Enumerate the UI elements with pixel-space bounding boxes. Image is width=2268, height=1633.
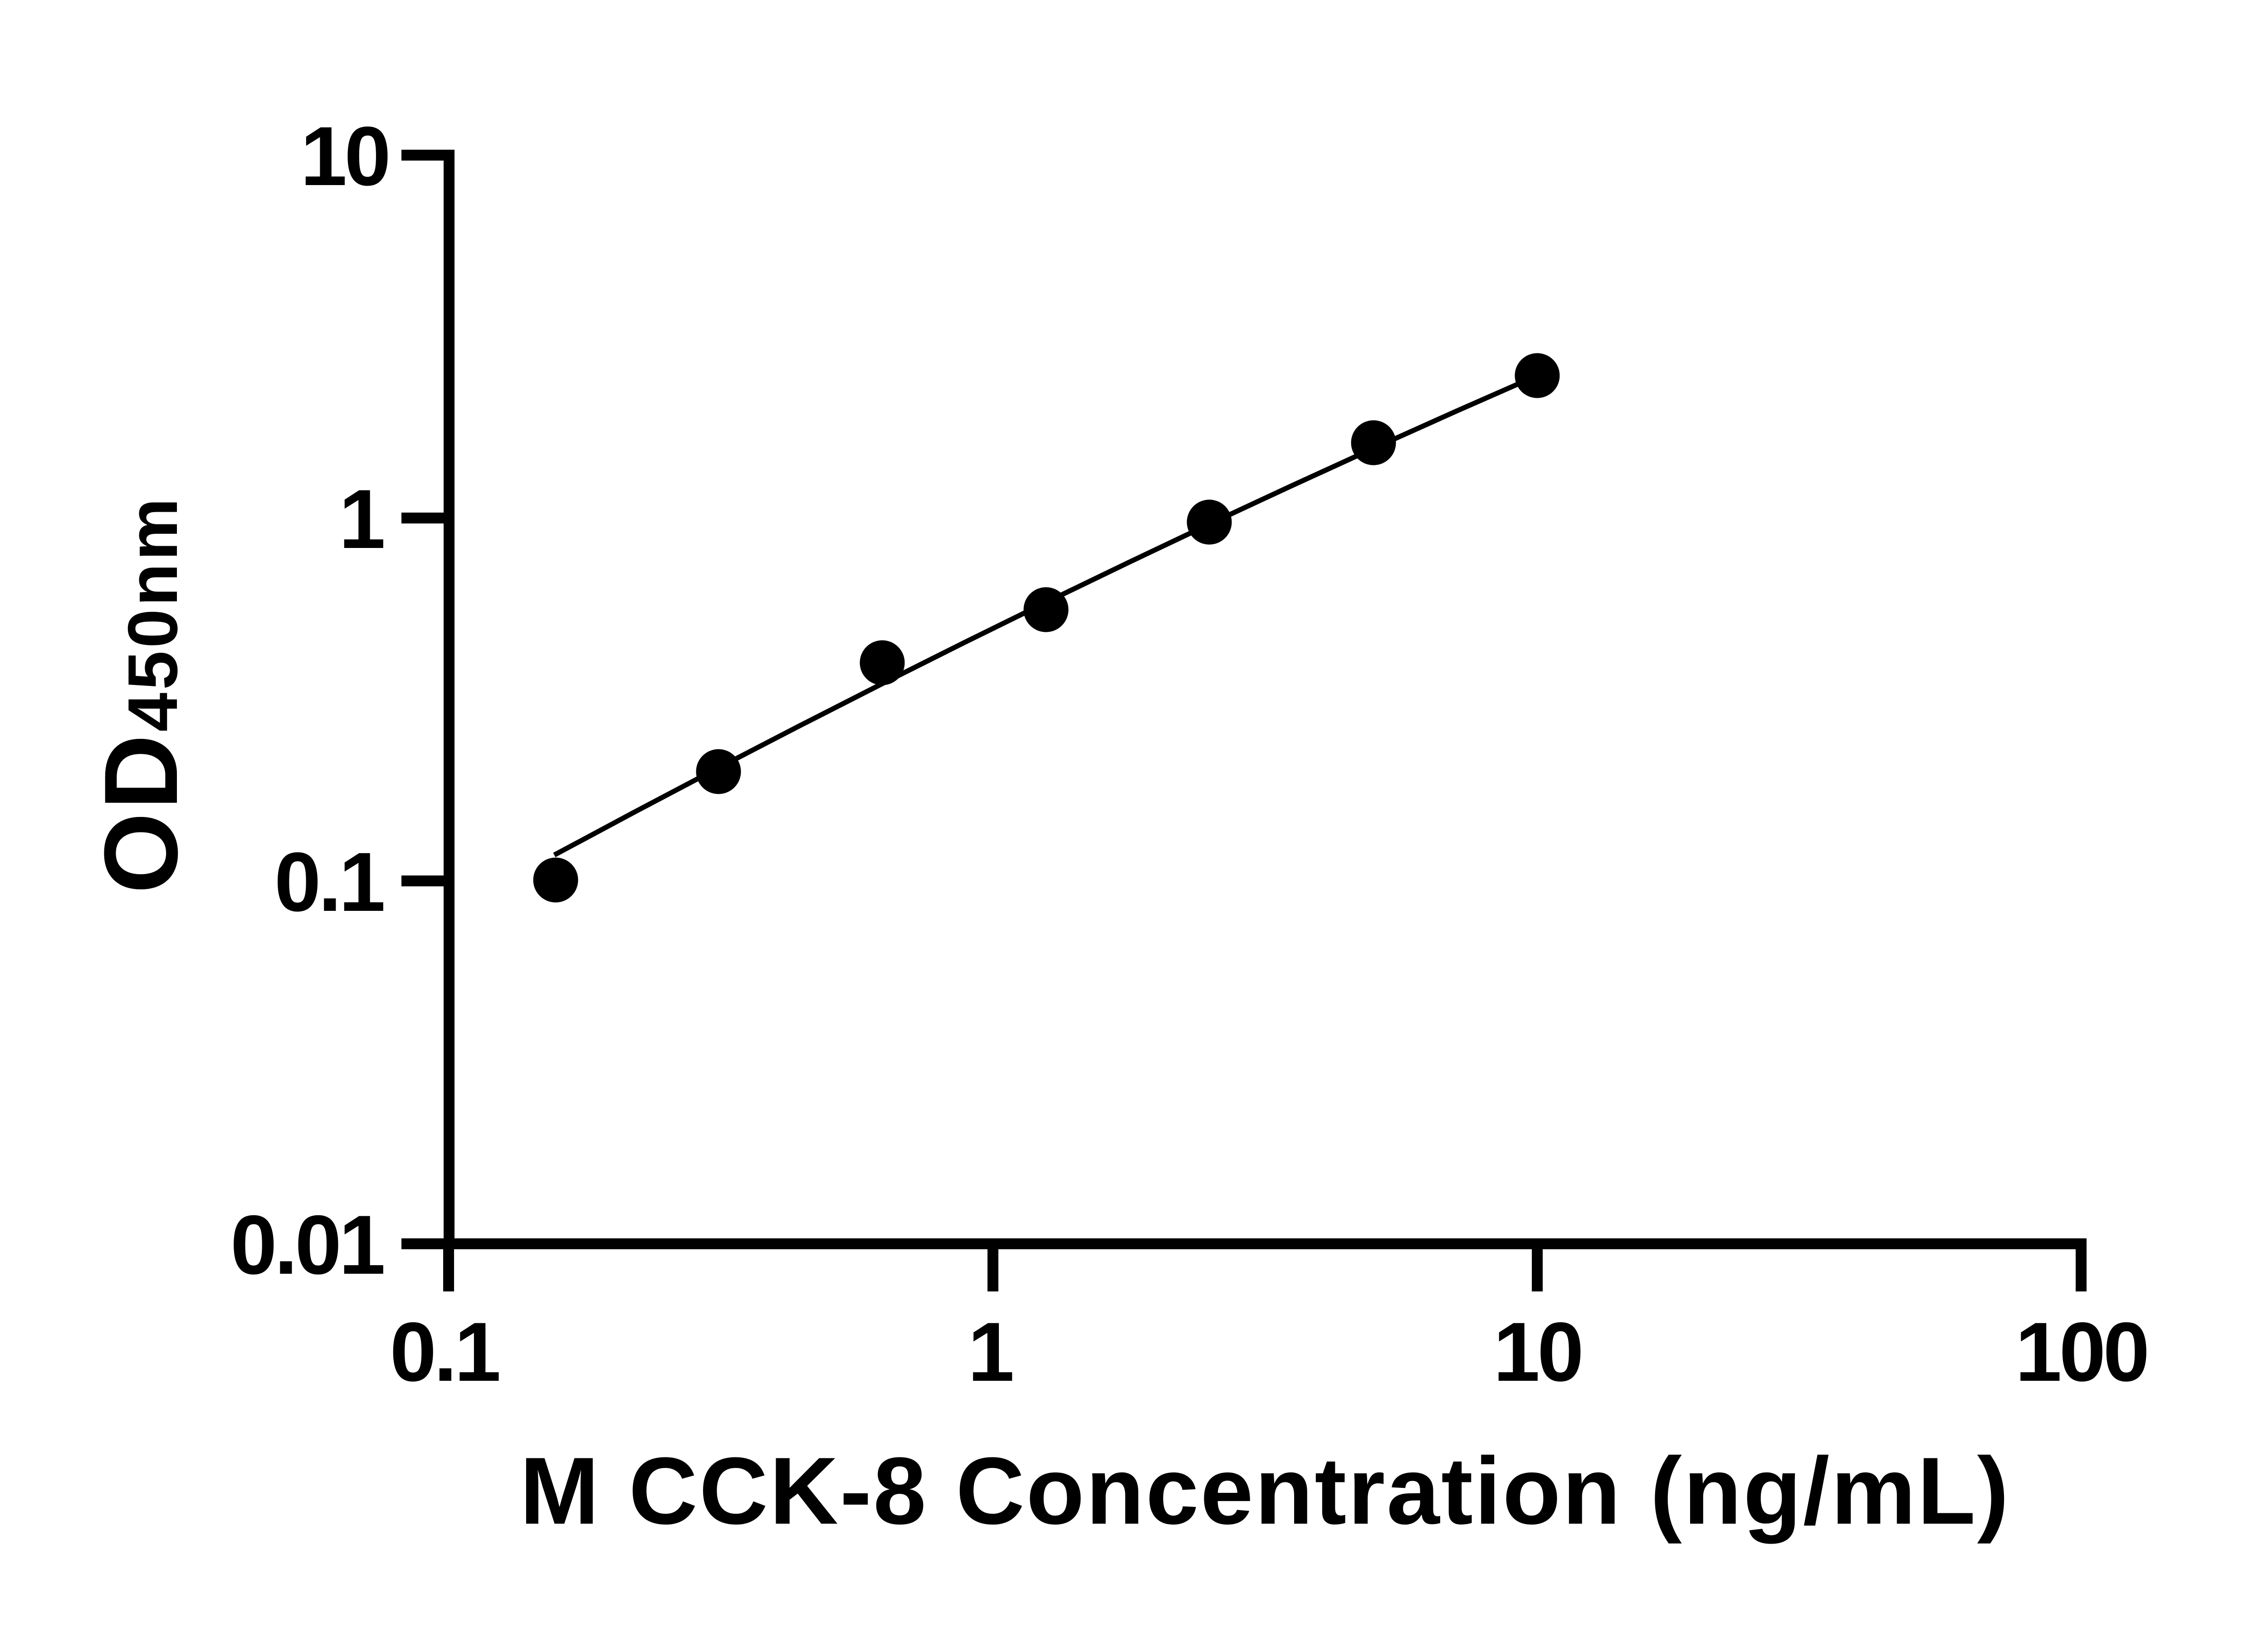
svg-text:0.1: 0.1 (390, 1305, 499, 1399)
svg-text:M CCK-8 Concentration (ng/mL): M CCK-8 Concentration (ng/mL) (520, 1437, 2010, 1544)
svg-text:OD450nm: OD450nm (83, 495, 199, 894)
svg-text:0.01: 0.01 (230, 1198, 383, 1292)
svg-text:0.1: 0.1 (274, 836, 383, 929)
svg-text:100: 100 (2015, 1305, 2147, 1399)
svg-text:10: 10 (300, 110, 388, 203)
svg-text:1: 1 (968, 1305, 1012, 1399)
svg-text:10: 10 (1493, 1305, 1581, 1399)
svg-text:1: 1 (339, 473, 383, 566)
